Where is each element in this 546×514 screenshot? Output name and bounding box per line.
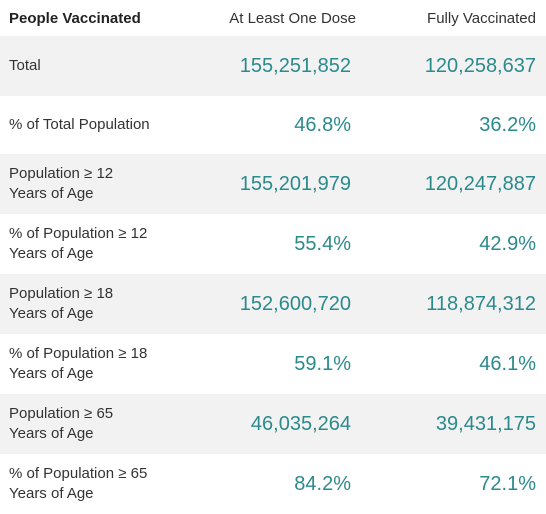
row-label: Total (0, 56, 210, 76)
row-label-line2: Years of Age (9, 185, 94, 202)
table-row: Population ≥ 12 Years of Age 155,201,979… (0, 154, 546, 214)
value-one-dose: 152,600,720 (239, 292, 351, 315)
table-row: Population ≥ 18 Years of Age 152,600,720… (0, 274, 546, 334)
table-row: % of Population ≥ 65 Years of Age 84.2% … (0, 454, 546, 514)
value-one-dose: 84.2% (294, 472, 351, 495)
table-header: People Vaccinated At Least One Dose Full… (0, 0, 546, 36)
table-row: Population ≥ 65 Years of Age 46,035,264 … (0, 394, 546, 454)
table-row: % of Population ≥ 18 Years of Age 59.1% … (0, 334, 546, 394)
value-one-dose: 155,201,979 (239, 172, 351, 195)
row-label: % of Population ≥ 65 Years of Age (0, 464, 210, 504)
value-fully: 118,874,312 (426, 292, 536, 315)
table-row: Total 155,251,852 120,258,637 (0, 36, 546, 96)
header-people-vaccinated: People Vaccinated (9, 9, 141, 27)
value-one-dose: 155,251,852 (239, 54, 351, 77)
row-label-line2: Years of Age (9, 305, 94, 322)
row-label: % of Population ≥ 12 Years of Age (0, 224, 210, 264)
value-fully: 72.1% (479, 472, 536, 495)
row-label-line1: % of Population ≥ 18 (9, 345, 148, 362)
row-label-line1: Population ≥ 65 (9, 405, 114, 422)
value-one-dose: 46.8% (294, 113, 351, 136)
row-label-line1: Population ≥ 12 (9, 165, 114, 182)
value-one-dose: 55.4% (294, 232, 351, 255)
value-fully: 36.2% (479, 113, 536, 136)
value-one-dose: 46,035,264 (250, 412, 351, 435)
row-label-line1: % of Total Population (9, 116, 150, 133)
row-label-line1: Total (9, 57, 41, 74)
row-label-line2: Years of Age (9, 245, 94, 262)
header-fully-vaccinated: Fully Vaccinated (427, 9, 536, 27)
row-label-line2: Years of Age (9, 485, 94, 502)
row-label-line2: Years of Age (9, 365, 94, 382)
value-fully: 120,258,637 (424, 54, 536, 77)
value-fully: 46.1% (479, 352, 536, 375)
value-one-dose: 59.1% (294, 352, 351, 375)
row-label: Population ≥ 65 Years of Age (0, 404, 210, 444)
header-at-least-one-dose: At Least One Dose (229, 9, 356, 27)
row-label-line1: % of Population ≥ 12 (9, 225, 148, 242)
row-label-line1: Population ≥ 18 (9, 285, 114, 302)
row-label: % of Total Population (0, 115, 210, 135)
row-label-line2: Years of Age (9, 425, 94, 442)
table-row: % of Population ≥ 12 Years of Age 55.4% … (0, 214, 546, 274)
row-label: Population ≥ 12 Years of Age (0, 164, 210, 204)
row-label: % of Population ≥ 18 Years of Age (0, 344, 210, 384)
value-fully: 120,247,887 (424, 172, 536, 195)
value-fully: 39,431,175 (435, 412, 536, 435)
row-label-line1: % of Population ≥ 65 (9, 465, 148, 482)
value-fully: 42.9% (479, 232, 536, 255)
table-row: % of Total Population 46.8% 36.2% (0, 96, 546, 154)
row-label: Population ≥ 18 Years of Age (0, 284, 210, 324)
